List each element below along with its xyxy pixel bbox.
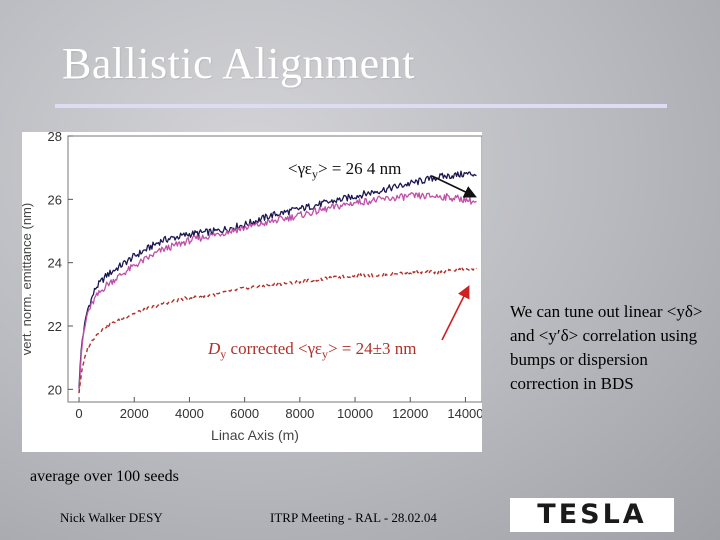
x-tick-label: 2000 <box>120 406 149 421</box>
x-axis-label: Linac Axis (m) <box>211 427 299 443</box>
title-underline <box>55 104 667 108</box>
annotation-top: <γεy> = 26 4 nm <box>288 159 401 181</box>
y-tick-label: 22 <box>48 319 62 334</box>
y-tick-label: 24 <box>48 256 62 271</box>
seeds-caption: average over 100 seeds <box>30 468 179 485</box>
annotation-part: <γε <box>288 159 312 178</box>
emittance-chart: 0 2000 4000 6000 8000 10000 12000 14000 20 22 24 26… <box>22 132 482 452</box>
annotation-part: corrected <γε <box>226 339 322 358</box>
series-line-2 <box>78 192 477 393</box>
annotation-part: > = 26 4 nm <box>318 159 401 178</box>
annotation-bottom: Dy corrected <γεy> = 24±3 nm <box>207 339 416 361</box>
y-tick-label: 26 <box>48 192 62 207</box>
annotation-arrow-top <box>431 175 477 198</box>
plot-frame <box>67 135 482 403</box>
x-tick-label: 0 <box>75 406 82 421</box>
x-tick-label: 14000 <box>447 406 482 421</box>
footer-meeting: ITRP Meeting - RAL - 28.02.04 <box>270 510 437 525</box>
annotation-part: > = 24±3 nm <box>328 339 416 358</box>
series-line-1 <box>78 170 477 389</box>
tesla-logo: TESLA <box>510 498 674 532</box>
slide-title: Ballistic Alignment <box>62 39 415 88</box>
x-tick-label: 8000 <box>285 406 314 421</box>
tuning-note: We can tune out linear <yδ> and <y′δ> co… <box>510 302 703 393</box>
annotation-part: D <box>207 339 221 358</box>
footer-author: Nick Walker DESY <box>60 510 163 525</box>
tesla-logo-text: TESLA <box>537 499 647 530</box>
y-tick-label: 20 <box>48 382 62 397</box>
x-tick-label: 10000 <box>337 406 373 421</box>
annotation-part: y <box>220 347 226 361</box>
annotation-part: y <box>312 167 318 181</box>
annotation-part: y <box>322 347 328 361</box>
x-tick-label: 12000 <box>392 406 428 421</box>
x-tick-label: 6000 <box>230 406 259 421</box>
annotation-arrow-bottom <box>441 285 470 341</box>
chart-svg: 0 2000 4000 6000 8000 10000 12000 14000 20 22 24 26… <box>22 132 482 443</box>
y-tick-label: 28 <box>48 132 62 144</box>
series-line-3 <box>78 266 477 394</box>
y-axis-label: vert. norm. emittance (nm) <box>22 203 34 355</box>
x-tick-label: 4000 <box>175 406 204 421</box>
